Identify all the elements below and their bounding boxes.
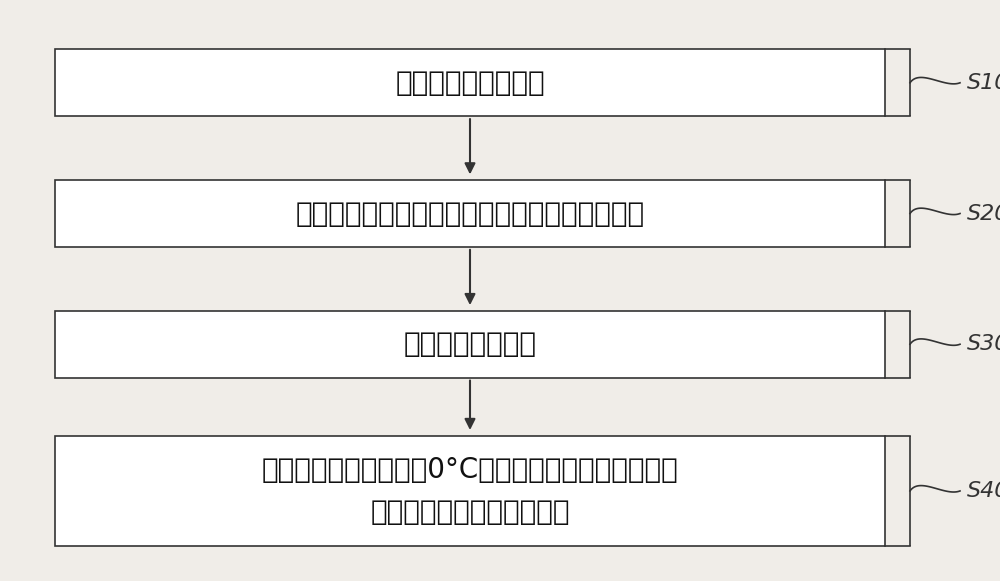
Text: S30: S30 [967, 334, 1000, 354]
Bar [55, 436, 885, 546]
Bar [55, 49, 885, 116]
Text: 获取环境露点温度: 获取环境露点温度 [404, 330, 536, 358]
Text: S10: S10 [967, 73, 1000, 93]
Text: 在对应的饱和温度小于0°C，且小于等于露点温度时，
控制空调系统进入除霜模式: 在对应的饱和温度小于0°C，且小于等于露点温度时， 控制空调系统进入除霜模式 [262, 456, 678, 526]
Bar [55, 180, 885, 247]
Text: 根据检测的换热器冷媒压力获取对应的饱和温度: 根据检测的换热器冷媒压力获取对应的饱和温度 [295, 199, 645, 228]
Text: 检测换热器冷媒压力: 检测换热器冷媒压力 [395, 69, 545, 97]
Bar [55, 311, 885, 378]
Text: S20: S20 [967, 203, 1000, 224]
Text: S40: S40 [967, 481, 1000, 501]
